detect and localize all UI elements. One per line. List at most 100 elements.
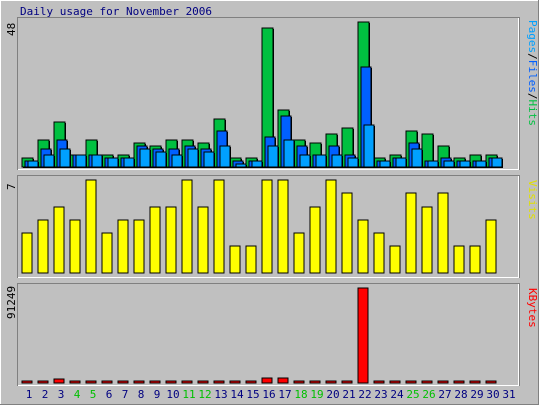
day-label-5: 5 [90,388,97,401]
day-label-11: 11 [182,388,195,401]
panel2-ymax-label: 7 [5,183,18,190]
day-label-29: 29 [470,388,483,401]
panel3-axis-legend: KBytes [526,288,539,328]
bar-pages-day-15 [251,160,263,168]
day-label-14: 14 [230,388,244,401]
bar-pages-day-16 [267,145,279,168]
bar-pages-day-26 [427,160,439,168]
bar-kbytes-day-27 [437,380,449,384]
bar-visits-day-5 [85,179,97,274]
bar-pages-day-6 [107,157,119,168]
day-label-12: 12 [198,388,211,401]
day-label-6: 6 [106,388,113,401]
bar-visits-day-10 [165,206,177,274]
day-label-25: 25 [406,388,419,401]
bar-kbytes-day-2 [37,380,49,384]
panel1-ymax-label: 48 [5,23,18,36]
bar-kbytes-day-30 [485,380,497,384]
bar-pages-day-9 [155,151,167,168]
legend-files: Files [526,60,539,93]
chart-title: Daily usage for November 2006 [20,5,212,18]
bar-pages-day-10 [171,154,183,168]
bar-kbytes-day-3 [53,378,65,384]
bar-visits-day-21 [341,192,353,274]
bar-pages-day-13 [219,145,231,168]
bar-kbytes-day-24 [389,380,401,384]
bar-pages-day-29 [475,160,487,168]
bar-kbytes-day-23 [373,380,385,384]
legend-hits: Hits [526,100,539,127]
bar-kbytes-day-26 [421,380,433,384]
day-label-21: 21 [342,388,355,401]
bar-pages-day-4 [75,154,87,168]
bar-visits-day-29 [469,245,481,274]
day-label-4: 4 [74,388,81,401]
day-label-31: 31 [502,388,515,401]
day-label-7: 7 [122,388,129,401]
bar-kbytes-day-29 [469,380,481,384]
day-axis-labels: 1 2 3 4 5 6 7 8 9 10 11 12 13 14 15 16 17 18 19 20 21 22 23 24 2… [26,388,516,401]
bar-kbytes-day-9 [149,380,161,384]
bar-visits-day-23 [373,232,385,274]
day-label-8: 8 [138,388,145,401]
day-label-30: 30 [486,388,499,401]
day-label-16: 16 [262,388,275,401]
day-label-18: 18 [294,388,307,401]
legend-pages: Pages [526,20,539,53]
bar-visits-day-20 [325,179,337,274]
bar-visits-day-28 [453,245,465,274]
bar-kbytes-day-11 [181,380,193,384]
bar-pages-day-19 [315,154,327,168]
legend-sep-1: / [526,53,539,60]
bar-visits-day-13 [213,179,225,274]
day-label-17: 17 [278,388,291,401]
bar-pages-day-17 [283,139,295,168]
bar-kbytes-day-1 [21,380,33,384]
day-label-20: 20 [326,388,339,401]
panel-visits: 7 Visits [5,175,539,278]
bar-pages-day-20 [331,154,343,168]
day-label-27: 27 [438,388,451,401]
bar-visits-day-19 [309,206,321,274]
bar-visits-day-17 [277,179,289,274]
panel2-axis-legend: Visits [526,180,539,220]
bar-visits-day-4 [69,219,81,274]
day-label-13: 13 [214,388,227,401]
bar-visits-day-22 [357,219,369,274]
bar-kbytes-day-17 [277,377,289,384]
bar-kbytes-day-25 [405,380,417,384]
bar-kbytes-day-7 [117,380,129,384]
bar-kbytes-day-22 [357,287,369,384]
bar-visits-day-3 [53,206,65,274]
panel1-bars [21,21,503,168]
panel-hits-files-pages: 48 Pages/Files/Hits [5,17,539,170]
bar-kbytes-day-28 [453,380,465,384]
bar-kbytes-day-5 [85,380,97,384]
bar-pages-day-23 [379,160,391,168]
bar-pages-day-7 [123,157,135,168]
legend-sep-2: / [526,93,539,100]
day-label-28: 28 [454,388,467,401]
bar-visits-day-25 [405,192,417,274]
bar-pages-day-28 [459,160,471,168]
bar-pages-day-25 [411,148,423,168]
bar-visits-day-27 [437,192,449,274]
bar-pages-day-3 [59,148,71,168]
panel3-ymax-label: 91249 [5,286,18,319]
bar-visits-day-14 [229,245,241,274]
panel2-bars [21,179,497,274]
bar-pages-day-27 [443,160,455,168]
bar-pages-day-30 [491,157,503,168]
day-label-10: 10 [166,388,179,401]
bar-pages-day-12 [203,151,215,168]
bar-visits-day-1 [21,232,33,274]
bar-visits-day-7 [117,219,129,274]
day-label-26: 26 [422,388,435,401]
bar-visits-day-12 [197,206,209,274]
day-label-23: 23 [374,388,387,401]
bar-pages-day-1 [27,160,39,168]
bar-visits-day-2 [37,219,49,274]
panel3-bars [21,287,497,384]
bar-visits-day-8 [133,219,145,274]
bar-visits-day-24 [389,245,401,274]
